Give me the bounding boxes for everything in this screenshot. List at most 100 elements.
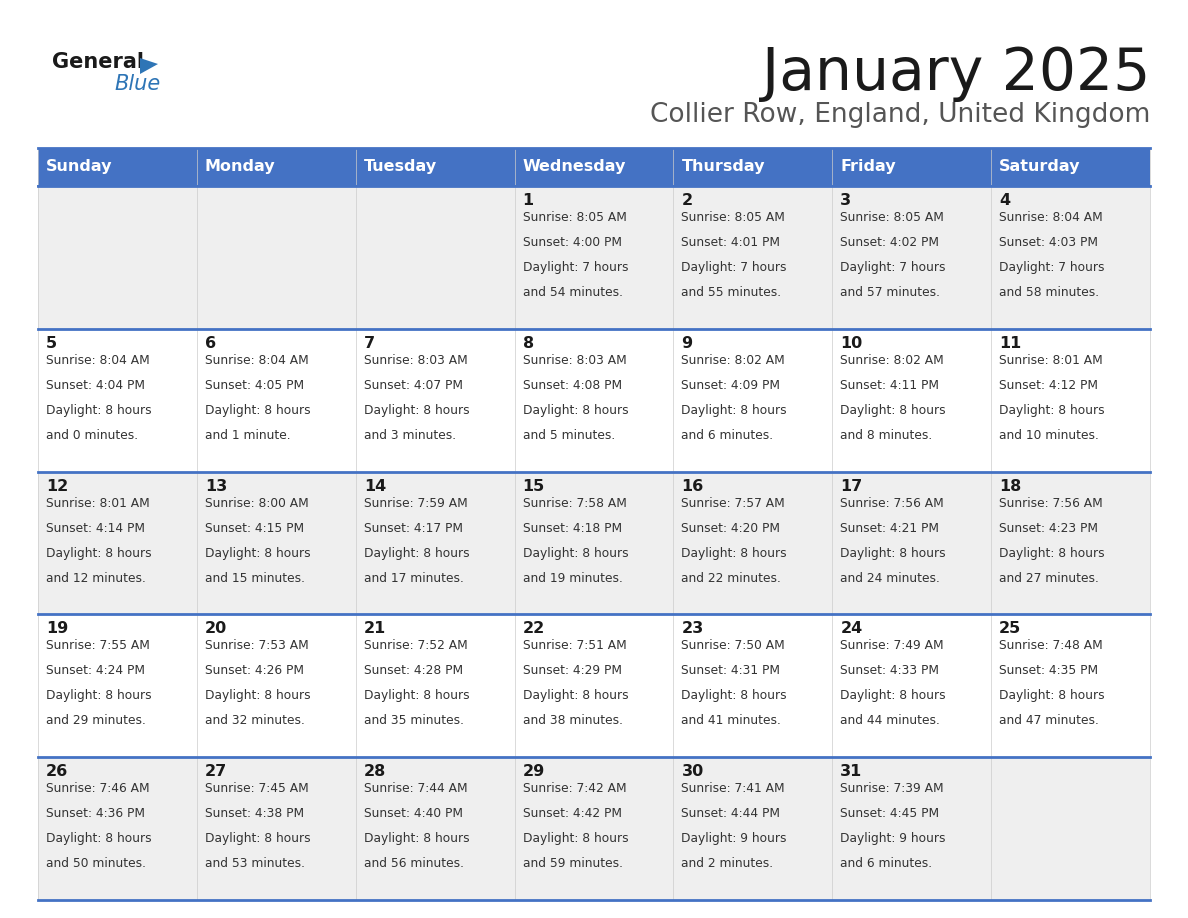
Text: 17: 17: [840, 478, 862, 494]
Text: and 29 minutes.: and 29 minutes.: [46, 714, 146, 727]
Text: and 6 minutes.: and 6 minutes.: [840, 857, 933, 870]
Text: Sunrise: 8:01 AM: Sunrise: 8:01 AM: [46, 497, 150, 509]
Text: Sunrise: 8:02 AM: Sunrise: 8:02 AM: [682, 353, 785, 367]
Text: and 10 minutes.: and 10 minutes.: [999, 429, 1099, 442]
Text: Daylight: 8 hours: Daylight: 8 hours: [523, 833, 628, 845]
Text: Daylight: 8 hours: Daylight: 8 hours: [204, 833, 310, 845]
Text: and 32 minutes.: and 32 minutes.: [204, 714, 305, 727]
Text: Sunset: 4:36 PM: Sunset: 4:36 PM: [46, 807, 145, 820]
Text: and 12 minutes.: and 12 minutes.: [46, 572, 146, 585]
Text: Sunrise: 7:56 AM: Sunrise: 7:56 AM: [840, 497, 944, 509]
Text: Sunset: 4:09 PM: Sunset: 4:09 PM: [682, 379, 781, 392]
Bar: [355, 472, 514, 614]
Text: Sunrise: 8:05 AM: Sunrise: 8:05 AM: [840, 211, 944, 224]
Bar: [991, 186, 1150, 329]
Text: Sunrise: 7:57 AM: Sunrise: 7:57 AM: [682, 497, 785, 509]
Text: Sunset: 4:04 PM: Sunset: 4:04 PM: [46, 379, 145, 392]
Text: Daylight: 8 hours: Daylight: 8 hours: [46, 546, 152, 560]
Text: Sunset: 4:40 PM: Sunset: 4:40 PM: [364, 807, 462, 820]
Text: Daylight: 8 hours: Daylight: 8 hours: [840, 689, 946, 702]
Text: Daylight: 8 hours: Daylight: 8 hours: [523, 546, 628, 560]
Text: Sunday: Sunday: [46, 160, 113, 174]
Text: Sunset: 4:07 PM: Sunset: 4:07 PM: [364, 379, 462, 392]
Text: 27: 27: [204, 764, 227, 779]
Text: and 57 minutes.: and 57 minutes.: [840, 286, 940, 299]
Text: and 53 minutes.: and 53 minutes.: [204, 857, 305, 870]
Text: Daylight: 8 hours: Daylight: 8 hours: [999, 404, 1105, 417]
Text: 18: 18: [999, 478, 1022, 494]
Text: Daylight: 8 hours: Daylight: 8 hours: [364, 833, 469, 845]
Text: Daylight: 8 hours: Daylight: 8 hours: [364, 689, 469, 702]
Bar: [514, 757, 674, 900]
Text: Sunset: 4:01 PM: Sunset: 4:01 PM: [682, 236, 781, 249]
Text: 11: 11: [999, 336, 1022, 351]
Bar: [991, 614, 1150, 757]
Text: Wednesday: Wednesday: [523, 160, 626, 174]
Text: Daylight: 8 hours: Daylight: 8 hours: [204, 404, 310, 417]
Text: Sunset: 4:42 PM: Sunset: 4:42 PM: [523, 807, 621, 820]
Text: Daylight: 7 hours: Daylight: 7 hours: [682, 261, 786, 274]
Bar: [38, 757, 197, 900]
Text: Sunset: 4:05 PM: Sunset: 4:05 PM: [204, 379, 304, 392]
Text: and 59 minutes.: and 59 minutes.: [523, 857, 623, 870]
Text: 26: 26: [46, 764, 68, 779]
Text: 23: 23: [682, 621, 703, 636]
Text: 10: 10: [840, 336, 862, 351]
Bar: [674, 186, 833, 329]
Text: Monday: Monday: [204, 160, 276, 174]
Bar: [833, 757, 991, 900]
Text: Daylight: 8 hours: Daylight: 8 hours: [204, 689, 310, 702]
Bar: [833, 186, 991, 329]
Text: 24: 24: [840, 621, 862, 636]
Text: 1: 1: [523, 193, 533, 208]
Text: Sunrise: 7:48 AM: Sunrise: 7:48 AM: [999, 640, 1102, 653]
Bar: [991, 148, 1150, 186]
Bar: [197, 757, 355, 900]
Text: 6: 6: [204, 336, 216, 351]
Bar: [991, 757, 1150, 900]
Text: 12: 12: [46, 478, 68, 494]
Text: and 3 minutes.: and 3 minutes.: [364, 429, 456, 442]
Text: Daylight: 8 hours: Daylight: 8 hours: [999, 546, 1105, 560]
Text: Sunrise: 7:41 AM: Sunrise: 7:41 AM: [682, 782, 785, 795]
Text: and 38 minutes.: and 38 minutes.: [523, 714, 623, 727]
Text: and 1 minute.: and 1 minute.: [204, 429, 291, 442]
Text: 21: 21: [364, 621, 386, 636]
Text: and 55 minutes.: and 55 minutes.: [682, 286, 782, 299]
Text: Sunrise: 8:03 AM: Sunrise: 8:03 AM: [364, 353, 467, 367]
Text: and 2 minutes.: and 2 minutes.: [682, 857, 773, 870]
Bar: [38, 186, 197, 329]
Text: Thursday: Thursday: [682, 160, 765, 174]
Text: Sunset: 4:12 PM: Sunset: 4:12 PM: [999, 379, 1098, 392]
Text: 5: 5: [46, 336, 57, 351]
Bar: [355, 757, 514, 900]
Text: Daylight: 7 hours: Daylight: 7 hours: [999, 261, 1105, 274]
Text: Sunset: 4:24 PM: Sunset: 4:24 PM: [46, 665, 145, 677]
Text: Sunrise: 7:42 AM: Sunrise: 7:42 AM: [523, 782, 626, 795]
Bar: [674, 757, 833, 900]
Text: Sunset: 4:29 PM: Sunset: 4:29 PM: [523, 665, 621, 677]
Text: Sunrise: 7:46 AM: Sunrise: 7:46 AM: [46, 782, 150, 795]
Bar: [833, 148, 991, 186]
Text: and 56 minutes.: and 56 minutes.: [364, 857, 463, 870]
Text: 2: 2: [682, 193, 693, 208]
Text: Sunset: 4:08 PM: Sunset: 4:08 PM: [523, 379, 621, 392]
Text: Sunset: 4:35 PM: Sunset: 4:35 PM: [999, 665, 1098, 677]
Text: and 15 minutes.: and 15 minutes.: [204, 572, 305, 585]
Text: Sunrise: 7:50 AM: Sunrise: 7:50 AM: [682, 640, 785, 653]
Bar: [355, 148, 514, 186]
Bar: [991, 329, 1150, 472]
Text: and 41 minutes.: and 41 minutes.: [682, 714, 782, 727]
Text: Daylight: 8 hours: Daylight: 8 hours: [840, 546, 946, 560]
Bar: [38, 148, 197, 186]
Text: and 17 minutes.: and 17 minutes.: [364, 572, 463, 585]
Text: Daylight: 8 hours: Daylight: 8 hours: [364, 404, 469, 417]
Text: 14: 14: [364, 478, 386, 494]
Text: Sunrise: 7:49 AM: Sunrise: 7:49 AM: [840, 640, 944, 653]
Bar: [833, 329, 991, 472]
Bar: [674, 148, 833, 186]
Text: Sunrise: 8:04 AM: Sunrise: 8:04 AM: [999, 211, 1102, 224]
Text: Sunrise: 8:05 AM: Sunrise: 8:05 AM: [682, 211, 785, 224]
Bar: [991, 472, 1150, 614]
Text: Sunrise: 7:59 AM: Sunrise: 7:59 AM: [364, 497, 467, 509]
